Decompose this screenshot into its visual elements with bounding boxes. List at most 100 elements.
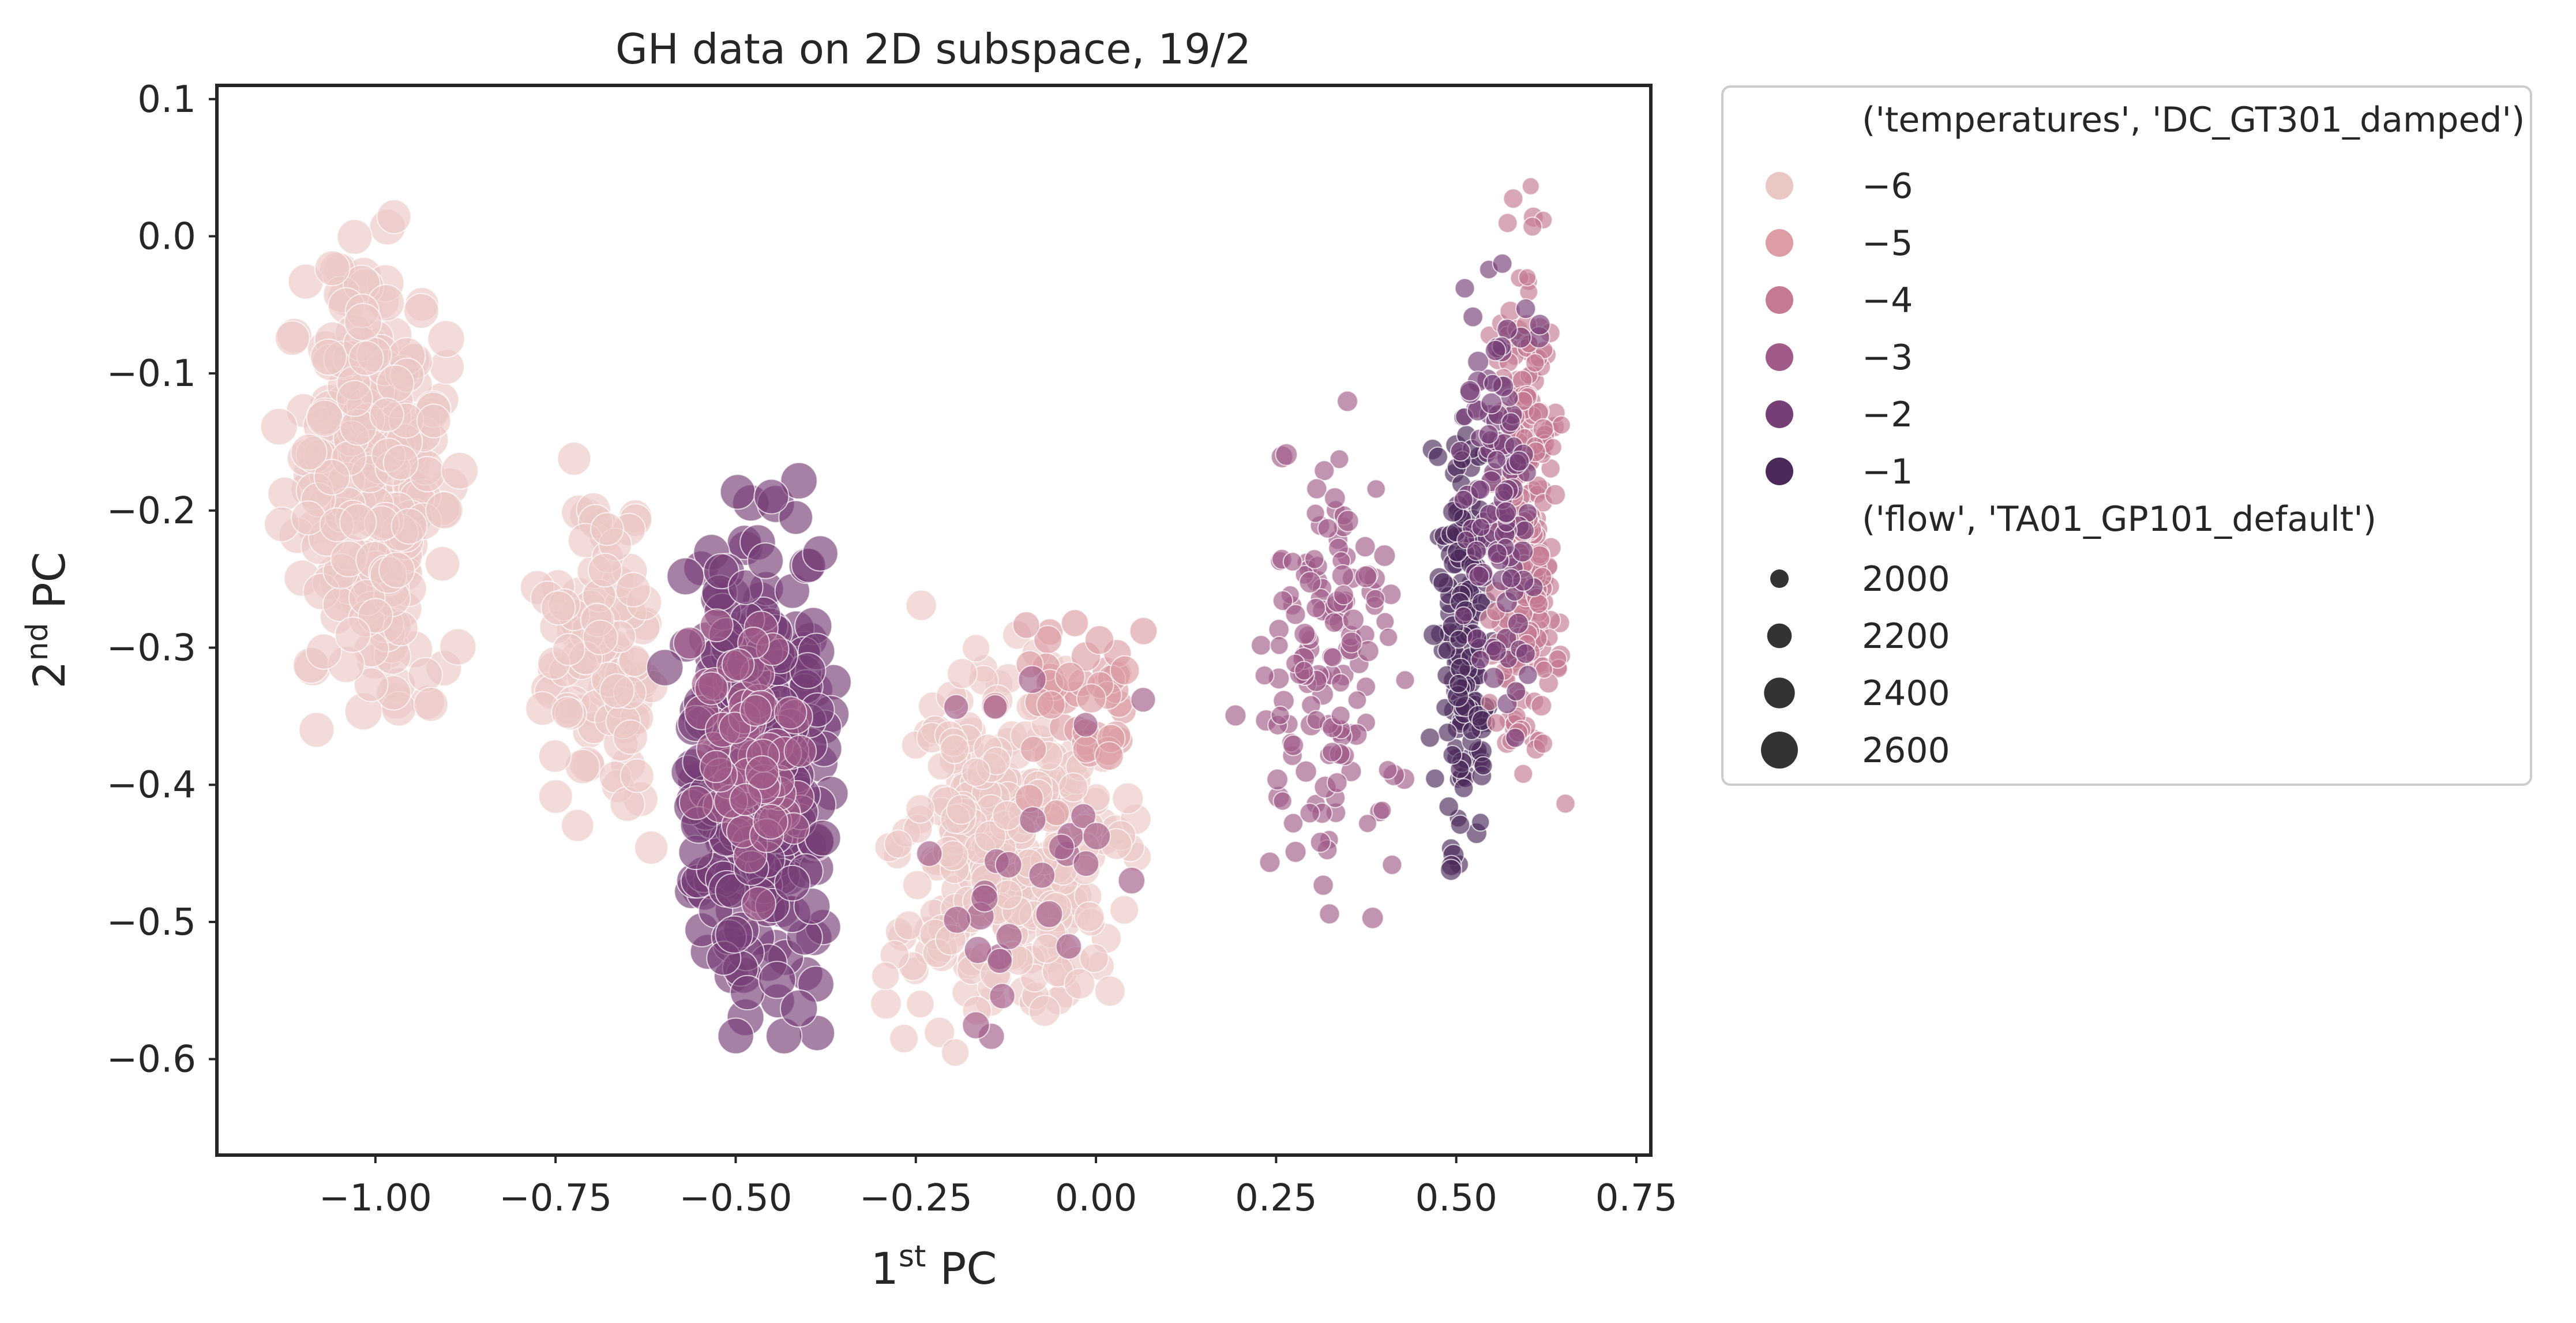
data-point xyxy=(780,462,818,500)
data-point xyxy=(1480,392,1503,415)
data-point xyxy=(403,293,440,329)
data-point xyxy=(1094,975,1126,1007)
data-point xyxy=(1379,627,1399,647)
data-point xyxy=(407,657,444,693)
data-point xyxy=(1486,449,1507,470)
data-point xyxy=(1468,565,1490,587)
data-point xyxy=(1109,655,1140,686)
data-point xyxy=(1294,760,1317,783)
data-point xyxy=(1321,741,1343,763)
data-point xyxy=(1505,728,1526,748)
data-point xyxy=(773,864,811,902)
data-point xyxy=(721,648,755,681)
data-point xyxy=(590,512,624,546)
data-point xyxy=(1224,704,1247,727)
data-point xyxy=(1117,867,1146,895)
x-label-sup: st xyxy=(899,1239,926,1274)
y-tick-label: 0.0 xyxy=(137,215,196,258)
data-point xyxy=(634,830,669,865)
data-point xyxy=(1361,906,1384,930)
data-point xyxy=(1061,609,1089,638)
data-point xyxy=(1331,564,1354,587)
data-point xyxy=(1251,635,1272,656)
data-point xyxy=(275,320,310,356)
data-point xyxy=(1544,484,1567,506)
y-tick-label: −0.3 xyxy=(107,627,196,670)
data-point xyxy=(802,535,839,572)
data-point xyxy=(715,915,753,954)
data-point xyxy=(1259,851,1281,874)
scatter-points xyxy=(260,177,1576,1067)
data-point xyxy=(1094,741,1124,771)
data-point xyxy=(1459,380,1481,402)
data-point xyxy=(753,478,790,515)
y-tick-label: −0.5 xyxy=(107,901,196,944)
data-point xyxy=(961,757,991,787)
legend-size-marker xyxy=(1767,623,1792,649)
data-point xyxy=(1492,253,1513,274)
data-point xyxy=(741,886,776,921)
data-point xyxy=(923,1017,955,1048)
data-point xyxy=(1082,822,1111,850)
data-point xyxy=(1079,943,1109,973)
x-label-base: 1 xyxy=(871,1243,899,1294)
data-point xyxy=(1017,665,1047,694)
data-point xyxy=(260,407,298,446)
data-point xyxy=(1471,518,1491,537)
data-point xyxy=(1373,544,1396,567)
data-point xyxy=(1501,412,1521,432)
data-point xyxy=(1552,415,1571,435)
legend-hue-title: ('temperatures', 'DC_GT301_damped') xyxy=(1862,100,2525,140)
data-point xyxy=(540,590,576,626)
data-point xyxy=(1298,571,1321,594)
data-point xyxy=(1473,756,1493,776)
data-point xyxy=(439,628,477,666)
data-point xyxy=(1453,489,1474,510)
data-point xyxy=(1533,733,1553,754)
data-point xyxy=(1513,763,1534,784)
data-point xyxy=(963,936,992,964)
data-point xyxy=(441,452,479,490)
data-point xyxy=(1485,339,1507,362)
data-point xyxy=(1285,604,1306,625)
data-point xyxy=(916,840,943,867)
data-point xyxy=(1354,565,1377,589)
data-point xyxy=(1515,643,1536,664)
data-point xyxy=(804,819,842,857)
data-point xyxy=(306,399,344,437)
data-point xyxy=(1036,690,1066,720)
data-point xyxy=(1272,590,1294,612)
data-point xyxy=(889,1024,919,1054)
data-point xyxy=(1043,799,1071,827)
data-point xyxy=(1305,503,1325,523)
data-point xyxy=(1294,661,1315,681)
data-point xyxy=(348,340,384,376)
data-point xyxy=(666,557,705,596)
data-point xyxy=(994,850,1023,879)
data-point xyxy=(646,649,684,687)
data-point xyxy=(314,250,351,287)
data-point xyxy=(538,779,573,814)
data-point xyxy=(1420,727,1440,748)
x-tick-label: −0.25 xyxy=(859,1177,972,1220)
legend-size-marker xyxy=(1770,569,1789,588)
data-point xyxy=(1483,373,1503,393)
data-point xyxy=(1454,278,1475,299)
data-point xyxy=(1486,543,1508,564)
data-point xyxy=(427,320,465,358)
data-point xyxy=(1471,593,1491,612)
data-point xyxy=(1270,705,1290,725)
data-point xyxy=(376,364,415,403)
data-point xyxy=(1282,552,1303,572)
data-point xyxy=(1070,803,1097,830)
data-point xyxy=(1485,640,1507,662)
data-point xyxy=(1532,418,1554,440)
data-point xyxy=(752,804,788,840)
data-point xyxy=(1336,509,1360,533)
data-point xyxy=(1326,772,1348,793)
data-point xyxy=(615,572,651,608)
data-point xyxy=(369,397,404,433)
data-point xyxy=(1555,793,1576,814)
legend-size-entries: 2000 2200 2400 2600 xyxy=(1761,559,1950,771)
data-point xyxy=(1518,268,1537,287)
